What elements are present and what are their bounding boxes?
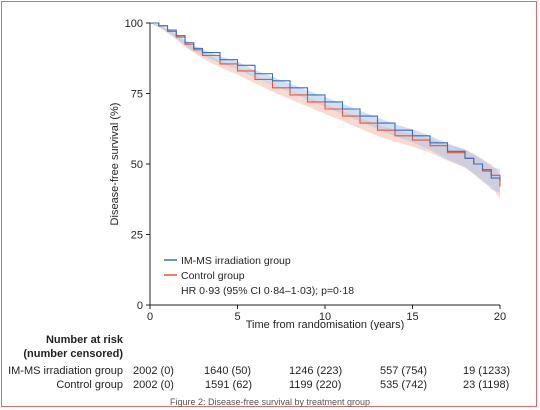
x-tick-label: 20 <box>494 311 506 323</box>
survival-line-im-ms <box>150 22 501 181</box>
risk-cell: 1640 (50) <box>204 365 252 377</box>
y-tick-label: 25 <box>131 230 143 242</box>
y-tick-label: 50 <box>131 159 143 171</box>
figure-caption: Figure 2: Disease-free survival by treat… <box>169 397 371 407</box>
y-tick-label: 100 <box>125 18 143 30</box>
risk-cell: 535 (742) <box>380 379 428 391</box>
risk-cell: 557 (754) <box>380 365 428 377</box>
risk-cell: 1246 (223) <box>289 365 343 377</box>
x-tick-label: 10 <box>319 311 331 323</box>
y-tick-label: 75 <box>131 89 143 101</box>
legend-label-control: Control group <box>181 270 245 282</box>
risk-cell: 2002 (0) <box>133 365 174 377</box>
legend: IM-MS irradiation group Control group HR… <box>164 255 354 297</box>
x-tick-label: 15 <box>406 311 418 323</box>
x-tick-label: 5 <box>234 311 240 323</box>
risk-cell: 1591 (62) <box>205 379 253 391</box>
risk-cell: 23 (1198) <box>463 379 510 391</box>
ci-band-control <box>150 23 500 199</box>
risk-cell: 2002 (0) <box>133 379 174 391</box>
risk-row-label: Control group <box>56 379 123 391</box>
hazard-ratio-annotation: HR 0·93 (95% CI 0·84–1·03); p=0·18 <box>181 285 354 297</box>
y-tick-label: 0 <box>137 300 143 312</box>
x-tick-label: 0 <box>147 311 153 323</box>
risk-cell: 1199 (220) <box>289 379 342 391</box>
ticks: 0 5 10 15 20 0 25 50 75 100 <box>125 18 506 323</box>
survival-curves <box>150 22 501 187</box>
risk-cell: 19 (1233) <box>463 365 511 377</box>
survival-line-control <box>150 22 501 187</box>
legend-label-im-ms: IM-MS irradiation group <box>181 255 291 267</box>
risk-header-line1: Number at risk <box>45 334 123 346</box>
risk-header-line2: (number censored) <box>23 348 123 360</box>
x-axis-label: Time from randomisation (years) <box>246 319 405 330</box>
risk-row-label: IM-MS irradiation group <box>8 365 123 377</box>
y-axis-label: Disease-free survival (%) <box>109 103 121 226</box>
risk-table-header: Number at risk (number censored) <box>0 333 123 361</box>
survival-chart: 0 5 10 15 20 0 25 50 75 100 Time from randomisati… <box>109 18 506 330</box>
